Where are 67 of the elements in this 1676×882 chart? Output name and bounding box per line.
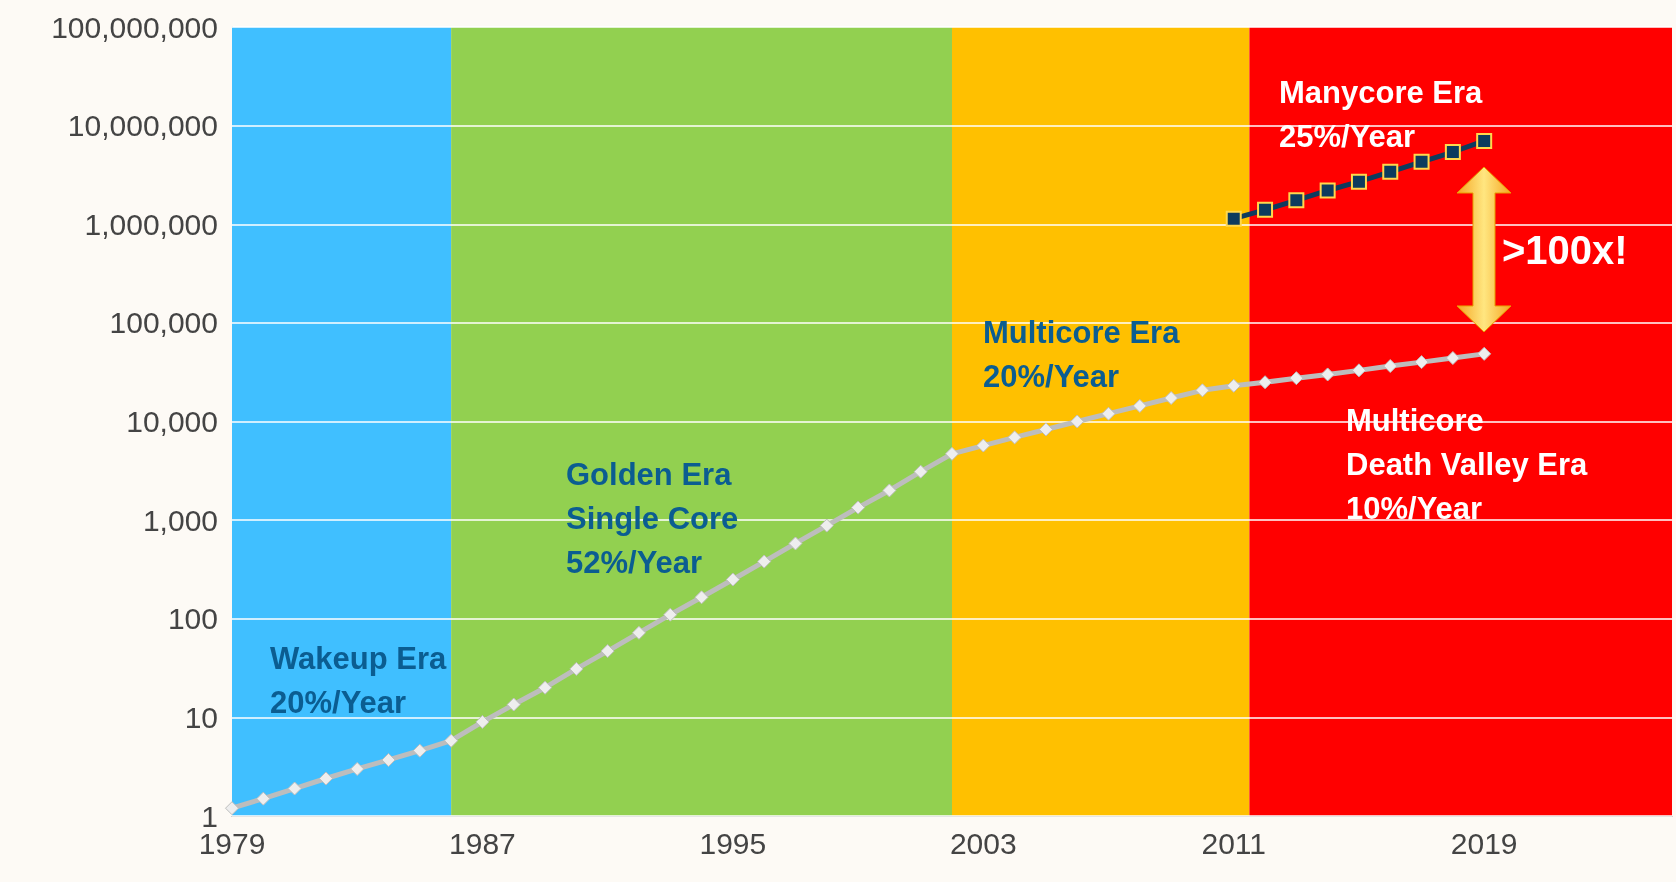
point <box>945 446 959 461</box>
point <box>1226 378 1241 393</box>
point <box>1289 371 1304 386</box>
point <box>256 791 271 806</box>
point <box>318 771 333 786</box>
point <box>1445 351 1460 366</box>
y-tick-label: 100,000,000 <box>51 10 218 44</box>
point <box>1444 144 1461 161</box>
point <box>412 743 427 758</box>
point <box>1383 359 1398 374</box>
point <box>819 518 834 533</box>
x-tick-label: 2019 <box>1450 826 1518 860</box>
annotation: Wakeup Era 20%/Year <box>270 640 448 720</box>
point <box>694 590 709 605</box>
point <box>475 714 490 729</box>
point <box>663 607 678 622</box>
x-tick-label: 2011 <box>1201 826 1266 860</box>
point <box>600 644 615 659</box>
point <box>1413 153 1430 170</box>
point <box>1382 163 1399 180</box>
annotation: >100x! <box>1502 228 1628 272</box>
annotation: Manycore Era 25%/Year <box>1279 74 1484 154</box>
point <box>506 697 521 712</box>
point <box>1038 422 1053 437</box>
y-tick-label: 1,000,000 <box>84 207 218 241</box>
y-tick-label: 10,000 <box>126 405 218 438</box>
point <box>1350 173 1367 190</box>
point <box>882 483 897 498</box>
point <box>1319 182 1336 199</box>
annotation: Multicore Era 20%/Year <box>983 314 1181 394</box>
y-tick-label: 10,000,000 <box>67 109 218 143</box>
y-tick-label: 10 <box>184 700 218 734</box>
point <box>225 801 239 816</box>
point <box>1351 363 1366 378</box>
x-tick-label: 1987 <box>449 826 516 860</box>
point <box>444 733 459 748</box>
point <box>1101 406 1116 421</box>
y-tick-label: 100,000 <box>109 306 218 340</box>
point <box>1132 398 1147 413</box>
point <box>1477 346 1492 361</box>
point <box>569 661 584 676</box>
point <box>1258 375 1273 390</box>
point <box>851 500 866 515</box>
point <box>913 464 928 479</box>
point <box>976 438 991 453</box>
point <box>287 781 302 796</box>
point <box>1257 201 1274 218</box>
point <box>538 680 553 695</box>
point <box>1195 383 1210 398</box>
point <box>1164 391 1179 406</box>
point <box>788 536 803 551</box>
point <box>725 572 740 587</box>
point <box>757 554 772 569</box>
point <box>381 752 396 767</box>
point <box>1288 192 1305 209</box>
y-tick-label: 1,000 <box>142 503 218 537</box>
point <box>1225 210 1242 227</box>
point <box>1070 414 1085 429</box>
x-tick-label: 1995 <box>699 826 767 860</box>
point <box>1414 355 1429 370</box>
x-tick-label: 2003 <box>949 826 1017 860</box>
point <box>1007 430 1022 445</box>
point <box>1476 132 1493 149</box>
point <box>631 625 646 640</box>
point <box>350 761 365 776</box>
point <box>1320 367 1335 382</box>
y-tick-label: 100 <box>167 602 218 636</box>
